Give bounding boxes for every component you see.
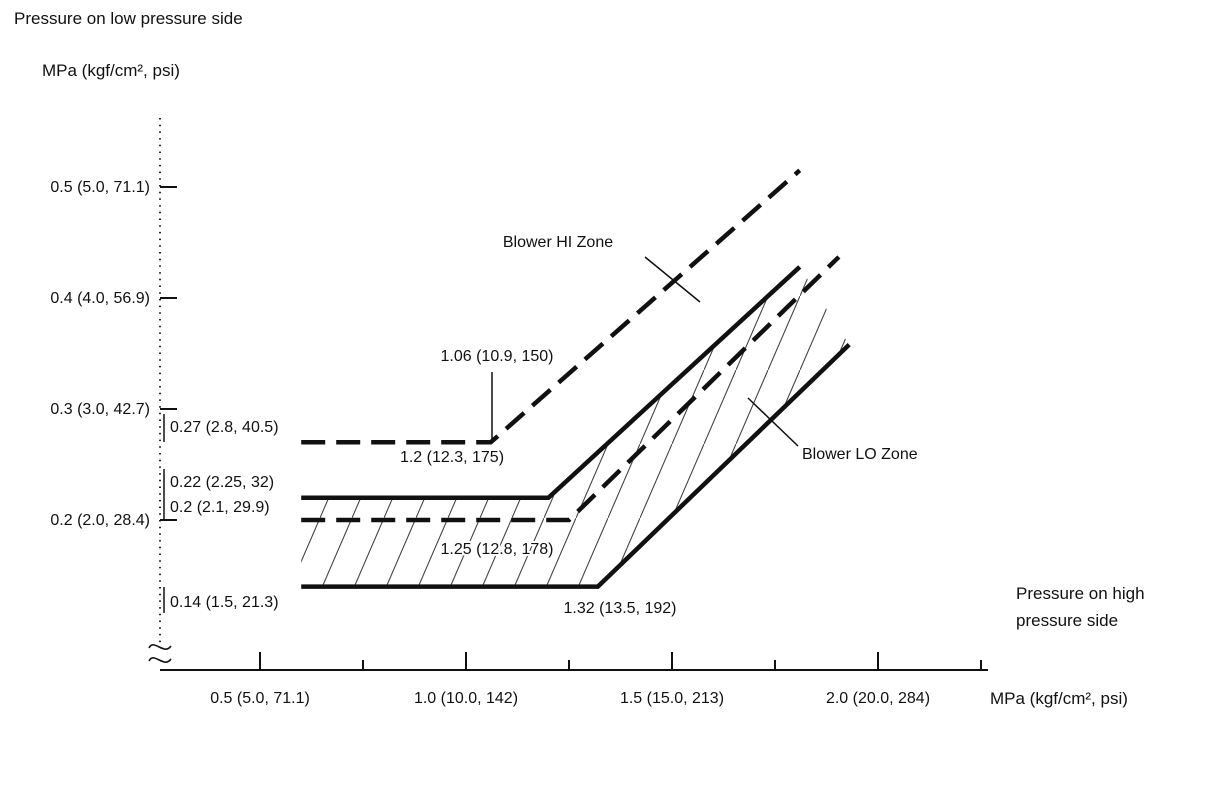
annotation-leader-line xyxy=(747,397,799,447)
annotation-label: 1.32 (13.5, 192) xyxy=(564,600,677,617)
annotation-label: 1.06 (10.9, 150) xyxy=(441,348,554,365)
y-tick-label: 0.3 (3.0, 42.7) xyxy=(50,401,150,418)
annotation-label: 0.14 (1.5, 21.3) xyxy=(170,594,279,611)
blower-lo-zone-upper-limit xyxy=(301,265,802,501)
blower-lo-zone-hatch-area xyxy=(301,266,850,587)
x-tick-label: 0.5 (5.0, 71.1) xyxy=(210,690,310,707)
x-axis-unit-label: MPa (kgf/cm², psi) xyxy=(990,689,1128,708)
y-axis-title: Pressure on low pressure side xyxy=(14,9,243,28)
annotation-label: 0.2 (2.1, 29.9) xyxy=(170,499,270,516)
y-axis-break-squiggle xyxy=(148,657,172,663)
annotation-label: 0.27 (2.8, 40.5) xyxy=(170,419,279,436)
annotation-leader-line xyxy=(644,256,701,303)
x-tick-label: 1.5 (15.0, 213) xyxy=(620,690,724,707)
y-tick-label: 0.4 (4.0, 56.9) xyxy=(50,290,150,307)
blower-hi-zone-upper-limit xyxy=(301,168,802,445)
annotation-label: 0.22 (2.25, 32) xyxy=(170,474,274,491)
annotation-label: 1.25 (12.8, 178) xyxy=(441,541,554,558)
annotation-label: 1.2 (12.3, 175) xyxy=(400,449,504,466)
y-tick-label: 0.2 (2.0, 28.4) xyxy=(50,512,150,529)
annotation-label: Blower LO Zone xyxy=(802,446,918,463)
x-tick-label: 2.0 (20.0, 284) xyxy=(826,690,930,707)
blower-lo-zone-lower-limit xyxy=(301,342,851,589)
y-tick-label: 0.5 (5.0, 71.1) xyxy=(50,179,150,196)
blower-hi-zone-lower-limit xyxy=(301,255,841,523)
y-axis-break-squiggle xyxy=(148,644,172,650)
x-tick-label: 1.0 (10.0, 142) xyxy=(414,690,518,707)
annotation-label: Blower HI Zone xyxy=(503,234,613,251)
y-axis-unit-label: MPa (kgf/cm², psi) xyxy=(42,61,180,80)
x-axis-title: Pressure on high pressure side xyxy=(1016,584,1145,631)
